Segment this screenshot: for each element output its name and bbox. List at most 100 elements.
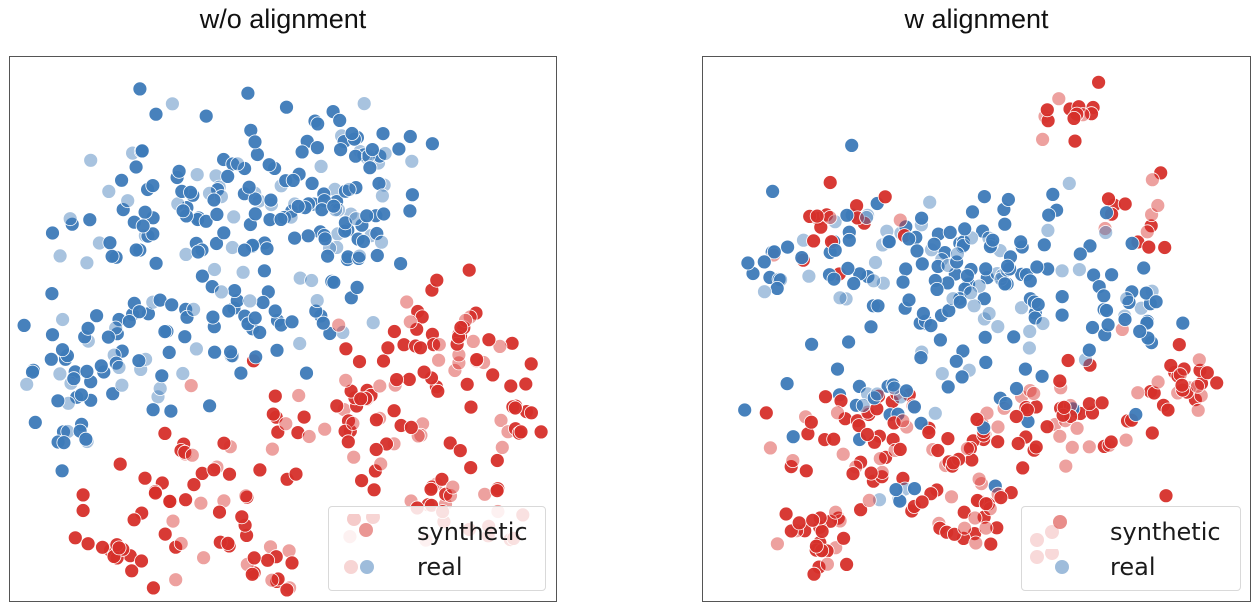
data-point xyxy=(1117,196,1133,212)
data-point xyxy=(44,286,60,302)
data-point xyxy=(1022,273,1038,289)
data-point xyxy=(362,160,378,176)
data-point xyxy=(230,156,246,172)
data-point xyxy=(281,543,297,559)
data-point xyxy=(944,489,959,505)
data-point xyxy=(452,443,468,459)
data-point xyxy=(957,520,973,536)
data-point xyxy=(248,349,264,365)
data-point xyxy=(892,441,908,457)
data-point xyxy=(198,213,214,229)
data-point xyxy=(785,453,801,469)
data-point xyxy=(1051,91,1067,107)
data-point xyxy=(1039,102,1055,118)
data-point xyxy=(348,148,364,164)
data-point xyxy=(489,483,505,499)
data-point xyxy=(909,243,925,259)
data-point xyxy=(369,248,385,263)
data-point xyxy=(101,329,116,345)
data-point xyxy=(55,342,70,358)
data-point xyxy=(404,187,420,203)
data-point xyxy=(101,183,117,199)
data-point xyxy=(914,256,930,272)
data-point xyxy=(1034,368,1050,384)
legend-item-real: real xyxy=(329,549,545,585)
data-point xyxy=(165,513,181,529)
data-point xyxy=(45,225,60,241)
data-point xyxy=(863,319,879,335)
data-point xyxy=(1054,307,1070,323)
data-point xyxy=(183,378,199,394)
data-point xyxy=(376,206,392,222)
data-point xyxy=(16,317,32,333)
data-point xyxy=(954,369,970,385)
data-point xyxy=(1056,399,1072,415)
data-point xyxy=(206,462,222,478)
data-point xyxy=(756,254,772,270)
data-point xyxy=(1144,207,1160,223)
data-point xyxy=(54,463,70,479)
data-point xyxy=(1081,342,1097,358)
data-point xyxy=(1141,239,1157,255)
data-point xyxy=(124,563,140,579)
data-point xyxy=(105,386,121,402)
data-point xyxy=(285,173,301,188)
data-point xyxy=(1058,458,1074,474)
data-point xyxy=(1072,246,1088,262)
data-point xyxy=(1144,172,1160,188)
data-point xyxy=(993,490,1009,506)
data-point xyxy=(959,268,975,284)
data-point xyxy=(1045,186,1061,202)
data-point xyxy=(941,303,957,319)
data-point xyxy=(380,340,396,356)
data-point xyxy=(1082,238,1098,254)
data-point xyxy=(989,520,1005,536)
data-point xyxy=(1190,402,1206,418)
data-point xyxy=(134,553,149,569)
legend-label-real: real xyxy=(1110,553,1156,581)
data-point xyxy=(241,179,257,195)
data-point xyxy=(265,406,281,422)
data-point xyxy=(205,309,221,325)
data-point xyxy=(349,279,365,295)
data-point xyxy=(1157,240,1173,255)
data-point xyxy=(264,572,280,588)
data-point xyxy=(104,248,120,264)
data-point xyxy=(353,391,369,407)
data-point xyxy=(1209,375,1225,391)
data-point xyxy=(423,481,439,497)
data-point xyxy=(247,310,263,326)
data-point xyxy=(923,318,939,334)
real-marker-icon xyxy=(1030,549,1069,574)
data-point xyxy=(846,276,862,291)
data-point xyxy=(1098,225,1114,240)
data-point xyxy=(1022,323,1038,339)
data-point xyxy=(463,399,479,415)
data-point xyxy=(341,182,357,197)
data-point xyxy=(216,435,232,451)
data-point xyxy=(343,383,359,399)
data-point xyxy=(1067,133,1083,149)
data-point xyxy=(785,429,801,445)
data-point xyxy=(794,250,810,266)
data-point xyxy=(416,364,432,380)
data-point xyxy=(269,342,285,358)
data-point xyxy=(175,366,191,381)
data-point xyxy=(822,175,838,190)
data-point xyxy=(278,416,294,432)
data-point xyxy=(121,314,137,329)
data-point xyxy=(1103,434,1119,450)
data-point xyxy=(399,294,415,310)
data-point xyxy=(145,178,161,194)
data-point xyxy=(1160,402,1176,418)
data-point xyxy=(913,350,929,366)
data-point xyxy=(206,192,222,208)
data-point xyxy=(940,431,956,447)
data-point xyxy=(949,254,965,270)
data-point xyxy=(409,321,425,337)
data-point xyxy=(25,364,40,380)
data-point xyxy=(234,509,250,525)
data-point xyxy=(1013,234,1029,250)
data-point xyxy=(80,536,96,552)
data-point xyxy=(869,386,885,402)
